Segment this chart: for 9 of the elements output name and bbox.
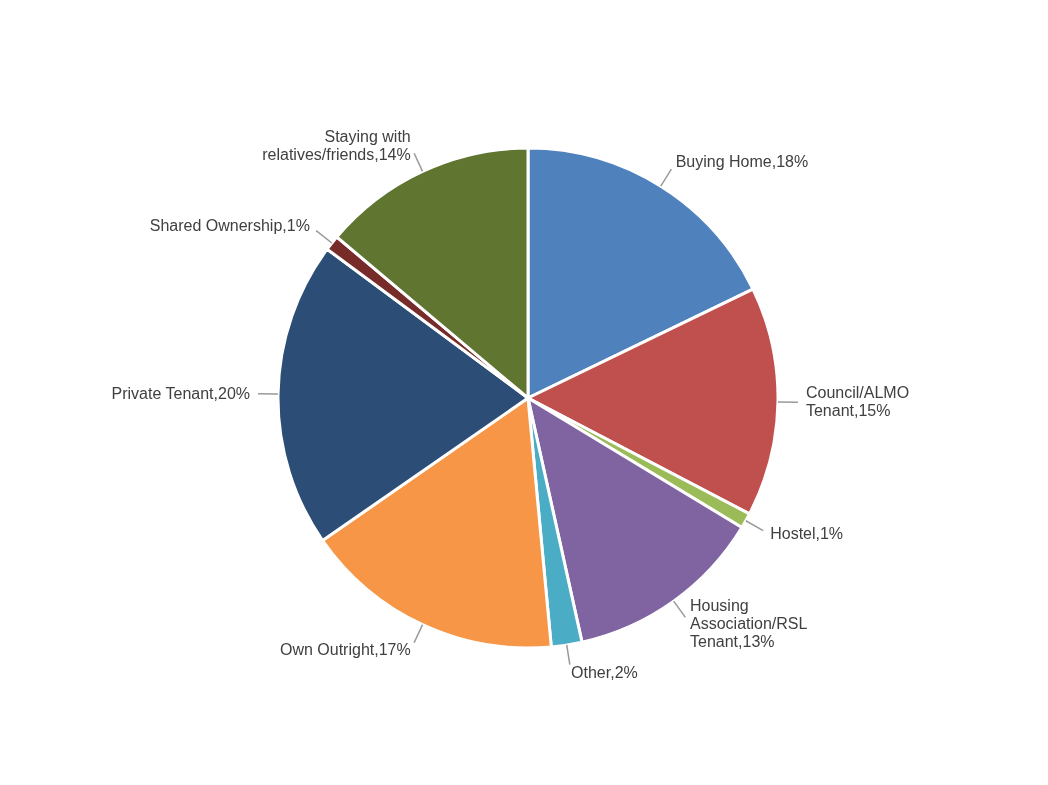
slice-label: Hostel,1% <box>770 525 844 543</box>
slice-label: Staying with relatives/friends,14% <box>262 127 411 163</box>
slice-label: Buying Home,18% <box>675 153 809 171</box>
slice-label: Council/ALMO Tenant,15% <box>805 384 910 420</box>
slice-label: Housing Association/RSL Tenant,13% <box>690 596 808 650</box>
slice-label: Private Tenant,20% <box>111 384 251 402</box>
slice-label: Other,2% <box>571 663 638 681</box>
slice-label: Own Outright,17% <box>280 641 411 659</box>
slice-label: Shared Ownership,1% <box>149 216 310 234</box>
